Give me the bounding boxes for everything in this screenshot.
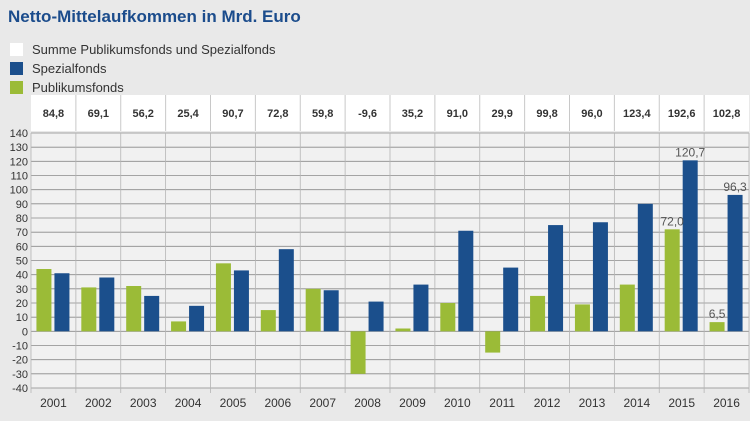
y-tick-label: 80	[16, 213, 28, 225]
bar-spezialfonds-2016	[727, 194, 743, 332]
total-value-label: 84,8	[43, 108, 64, 120]
x-tick-label: 2001	[40, 396, 67, 410]
bar-publikumsfonds-2010	[440, 303, 456, 332]
bar-spezialfonds-2004	[189, 305, 205, 332]
legend: Summe Publikumsfonds und Spezialfonds Sp…	[10, 40, 276, 97]
bar-publikumsfonds-2007	[305, 288, 321, 332]
bar-publikumsfonds-2004	[171, 321, 187, 332]
bar-spezialfonds-2009	[413, 284, 429, 332]
bar-publikumsfonds-2014	[619, 284, 635, 332]
total-value-label: 91,0	[447, 108, 468, 120]
x-tick-label: 2011	[489, 396, 515, 410]
legend-item-spezialfonds: Spezialfonds	[10, 59, 276, 78]
y-tick-label: 120	[10, 156, 28, 168]
bar-spezialfonds-2007	[323, 290, 339, 332]
legend-label-publikumsfonds: Publikumsfonds	[32, 80, 124, 95]
x-tick-label: 2015	[668, 396, 695, 410]
bar-publikumsfonds-2005	[215, 263, 231, 332]
x-tick-label: 2010	[444, 396, 471, 410]
bar-spezialfonds-2008	[368, 301, 384, 332]
bar-publikumsfonds-2016	[709, 322, 725, 332]
total-value-label: 56,2	[132, 108, 153, 120]
x-tick-label: 2009	[399, 396, 426, 410]
bar-publikumsfonds-2003	[126, 286, 142, 332]
y-tick-label: 100	[10, 185, 28, 197]
bar-spezialfonds-2010	[458, 230, 474, 332]
bar-spezialfonds-2006	[278, 249, 294, 332]
x-tick-label: 2005	[220, 396, 247, 410]
total-value-label: 35,2	[402, 108, 423, 120]
x-tick-label: 2007	[309, 396, 336, 410]
total-value-label: 123,4	[623, 108, 651, 120]
y-tick-label: -40	[12, 383, 28, 395]
x-tick-label: 2014	[623, 396, 650, 410]
y-tick-label: 40	[16, 270, 28, 282]
data-label: 6,5	[709, 307, 726, 321]
bar-publikumsfonds-2002	[81, 287, 97, 332]
bar-spezialfonds-2013	[592, 222, 608, 332]
y-tick-label: 30	[16, 284, 28, 296]
bar-spezialfonds-2001	[54, 273, 70, 332]
y-tick-label: 50	[16, 256, 28, 268]
legend-item-publikumsfonds: Publikumsfonds	[10, 78, 276, 97]
total-value-label: 96,0	[581, 108, 602, 120]
bar-spezialfonds-2005	[233, 270, 249, 332]
total-value-label: -9,6	[358, 108, 377, 120]
x-tick-label: 2008	[354, 396, 381, 410]
y-tick-label: 140	[10, 128, 28, 140]
bar-publikumsfonds-2015	[664, 229, 680, 332]
total-value-label: 72,8	[267, 108, 288, 120]
x-tick-label: 2013	[579, 396, 606, 410]
total-value-label: 192,6	[668, 108, 696, 120]
y-tick-label: 10	[16, 312, 28, 324]
bar-publikumsfonds-2009	[395, 328, 411, 332]
data-label: 120,7	[675, 145, 705, 159]
chart-title: Netto-Mittelaufkommen in Mrd. Euro	[8, 7, 301, 26]
bar-spezialfonds-2011	[503, 267, 519, 332]
bar-publikumsfonds-2008	[350, 331, 366, 374]
y-tick-label: 70	[16, 227, 28, 239]
bar-publikumsfonds-2006	[260, 310, 276, 332]
y-tick-label: -10	[12, 341, 28, 353]
y-tick-label: 130	[10, 142, 28, 154]
x-tick-label: 2003	[130, 396, 157, 410]
bar-publikumsfonds-2011	[485, 331, 501, 353]
bar-spezialfonds-2014	[637, 203, 653, 332]
bar-spezialfonds-2012	[548, 225, 564, 332]
bar-publikumsfonds-2012	[530, 295, 546, 332]
total-value-label: 90,7	[222, 108, 243, 120]
legend-label-spezialfonds: Spezialfonds	[32, 61, 107, 76]
bar-spezialfonds-2003	[144, 295, 160, 332]
legend-swatch-total	[10, 43, 23, 56]
bar-publikumsfonds-2013	[574, 304, 590, 332]
y-tick-label: 110	[10, 171, 28, 183]
data-label: 96,3	[723, 180, 747, 194]
x-tick-label: 2016	[713, 396, 740, 410]
y-tick-label: 60	[16, 241, 28, 253]
y-tick-label: 20	[16, 298, 28, 310]
total-value-label: 29,9	[491, 108, 512, 120]
x-tick-label: 2006	[264, 396, 291, 410]
total-value-label: 102,8	[713, 108, 741, 120]
y-tick-label: 90	[16, 199, 28, 211]
bar-spezialfonds-2002	[99, 277, 115, 332]
total-value-label: 25,4	[177, 108, 199, 120]
bar-publikumsfonds-2001	[36, 269, 52, 332]
total-value-label: 69,1	[88, 108, 109, 120]
total-value-label: 99,8	[536, 108, 557, 120]
y-tick-label: -30	[12, 369, 28, 381]
x-tick-label: 2004	[175, 396, 202, 410]
x-tick-label: 2012	[534, 396, 561, 410]
x-tick-label: 2002	[85, 396, 112, 410]
bar-spezialfonds-2015	[682, 160, 698, 332]
legend-label-total: Summe Publikumsfonds und Spezialfonds	[32, 42, 276, 57]
legend-swatch-spezialfonds	[10, 62, 23, 75]
y-tick-label: 0	[22, 326, 28, 338]
y-tick-label: -20	[12, 355, 28, 367]
total-value-label: 59,8	[312, 108, 333, 120]
legend-swatch-publikumsfonds	[10, 81, 23, 94]
data-label: 72,0	[661, 214, 685, 228]
legend-item-total: Summe Publikumsfonds und Spezialfonds	[10, 40, 276, 59]
